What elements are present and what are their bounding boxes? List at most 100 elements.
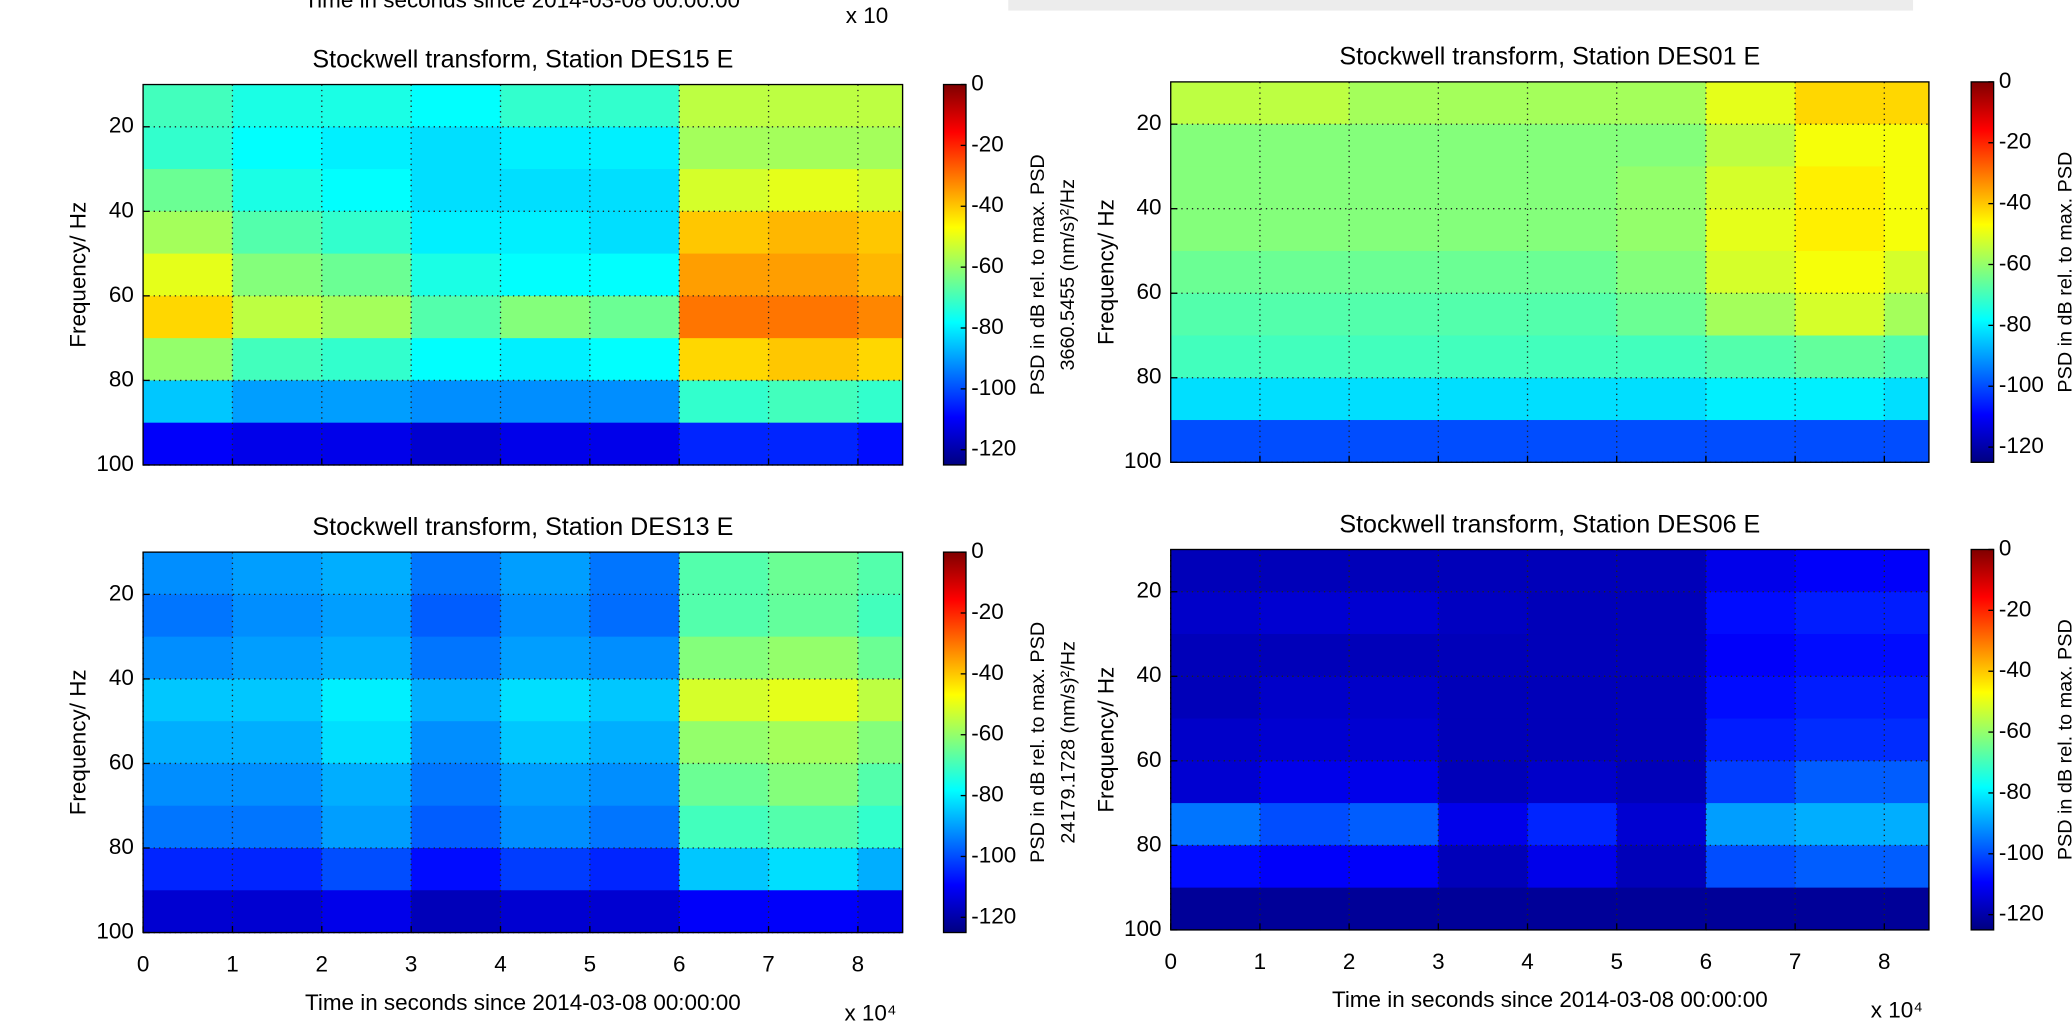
y-tick-label: 60 <box>1137 279 1162 304</box>
heatmap-cell <box>1705 81 1796 125</box>
heatmap-cell <box>589 848 680 891</box>
heatmap-cell <box>1884 166 1930 210</box>
heatmap-cell <box>1705 887 1796 931</box>
heatmap-cell <box>500 84 591 128</box>
x-tick-label: 0 <box>1164 949 1176 974</box>
heatmap-cell <box>1795 420 1885 463</box>
heatmap-cell <box>1705 124 1796 168</box>
y-axis-label: Frequency/ Hz <box>1093 199 1118 345</box>
x-tick-label: 7 <box>762 951 774 976</box>
x-tick-label: 2 <box>316 951 328 976</box>
heatmap-cell <box>1616 208 1707 252</box>
heatmap-cell <box>1259 293 1350 337</box>
y-tick-label: 20 <box>109 580 134 605</box>
heatmap-cell <box>500 380 591 424</box>
heatmap-cell <box>1259 208 1350 252</box>
heatmap-cell <box>1884 634 1930 677</box>
heatmap-cell <box>679 848 770 891</box>
heatmap-cell <box>679 169 770 213</box>
y-tick-label: 80 <box>1137 364 1162 389</box>
heatmap-cell <box>1705 208 1796 252</box>
heatmap-cell <box>589 890 680 934</box>
heatmap-cell <box>1616 293 1707 337</box>
heatmap-cell <box>1795 377 1885 421</box>
heatmap-cell <box>857 763 904 807</box>
cropped-x-multiplier: x 10 <box>846 3 888 28</box>
heatmap-cell <box>321 848 412 891</box>
heatmap-cell <box>143 721 234 765</box>
colorbar-tick-label: -100 <box>971 842 1016 867</box>
heatmap-cell <box>589 169 680 213</box>
heatmap-cell <box>232 126 323 170</box>
heatmap-cell <box>1616 549 1707 593</box>
x-tick-label: 5 <box>584 951 596 976</box>
heatmap-cell <box>1259 420 1350 463</box>
heatmap-cell <box>768 721 859 765</box>
heatmap-cell <box>1705 634 1796 677</box>
heatmap-cell <box>1438 634 1529 677</box>
heatmap-cell <box>768 890 859 934</box>
heatmap-cell <box>1170 81 1261 125</box>
heatmap-cell <box>1884 335 1930 379</box>
heatmap-cell <box>1170 887 1261 931</box>
heatmap-cell <box>1795 845 1885 889</box>
heatmap-cell <box>768 338 859 382</box>
x-tick-label: 0 <box>137 951 149 976</box>
y-tick-label: 40 <box>1137 662 1162 687</box>
heatmap-cell <box>321 552 412 596</box>
y-axis-label: Frequency/ Hz <box>1093 667 1118 813</box>
x-tick-label: 8 <box>1878 949 1890 974</box>
heatmap-cell <box>1705 420 1796 463</box>
heatmap-cell <box>500 253 591 297</box>
heatmap-cell <box>1259 166 1350 210</box>
heatmap-cell <box>1527 377 1618 421</box>
heatmap-cell <box>321 636 412 680</box>
y-tick-label: 100 <box>1124 448 1161 473</box>
heatmap-cell <box>500 338 591 382</box>
heatmap-cell <box>1438 591 1529 635</box>
heatmap-cell <box>1438 887 1529 931</box>
heatmap-cell <box>411 169 502 213</box>
heatmap-cell <box>679 253 770 297</box>
heatmap-cell <box>321 890 412 934</box>
heatmap-cell <box>232 678 323 722</box>
heatmap-cell <box>1527 335 1618 379</box>
heatmap-cell <box>1349 420 1439 463</box>
heatmap-cell <box>1349 718 1439 762</box>
colorbar-tick-label: -120 <box>1999 901 2044 926</box>
heatmap-cell <box>1705 718 1796 762</box>
heatmap-cell <box>321 380 412 424</box>
heatmap-cell <box>1705 803 1796 847</box>
y-tick-label: 20 <box>1137 578 1162 603</box>
heatmap-cell <box>500 422 591 466</box>
heatmap-cell <box>143 636 234 680</box>
heatmap-cell <box>143 763 234 807</box>
heatmap-cell <box>500 678 591 722</box>
heatmap-cell <box>1259 845 1350 889</box>
heatmap-cell <box>768 295 859 339</box>
heatmap-cell <box>1259 676 1350 720</box>
heatmap-cell <box>1705 760 1796 804</box>
heatmap-cell <box>1170 845 1261 889</box>
cropped-x-label: Time in seconds since 2014-03-08 00:00:0… <box>304 0 740 12</box>
heatmap-cell <box>1705 250 1796 294</box>
heatmap-cell <box>1616 420 1707 463</box>
heatmap-cell <box>1527 250 1618 294</box>
heatmap-cell <box>500 594 591 638</box>
plot-frame <box>142 551 904 934</box>
heatmap-cell <box>232 253 323 297</box>
colorbar-tick-label: -100 <box>971 375 1016 400</box>
heatmap-cell <box>679 552 770 596</box>
heatmap-cell <box>321 594 412 638</box>
heatmap-cell <box>1170 377 1261 421</box>
heatmap-cell <box>589 763 680 807</box>
colorbar-tick-label: 0 <box>971 70 983 95</box>
heatmap-cell <box>1795 208 1885 252</box>
heatmap-cell <box>1170 634 1261 677</box>
heatmap-cell <box>857 338 904 382</box>
heatmap-cell <box>768 594 859 638</box>
heatmap-cell <box>411 84 502 128</box>
heatmap-cell <box>1795 803 1885 847</box>
x-axis-label: Time in seconds since 2014-03-08 00:00:0… <box>1332 987 1768 1012</box>
